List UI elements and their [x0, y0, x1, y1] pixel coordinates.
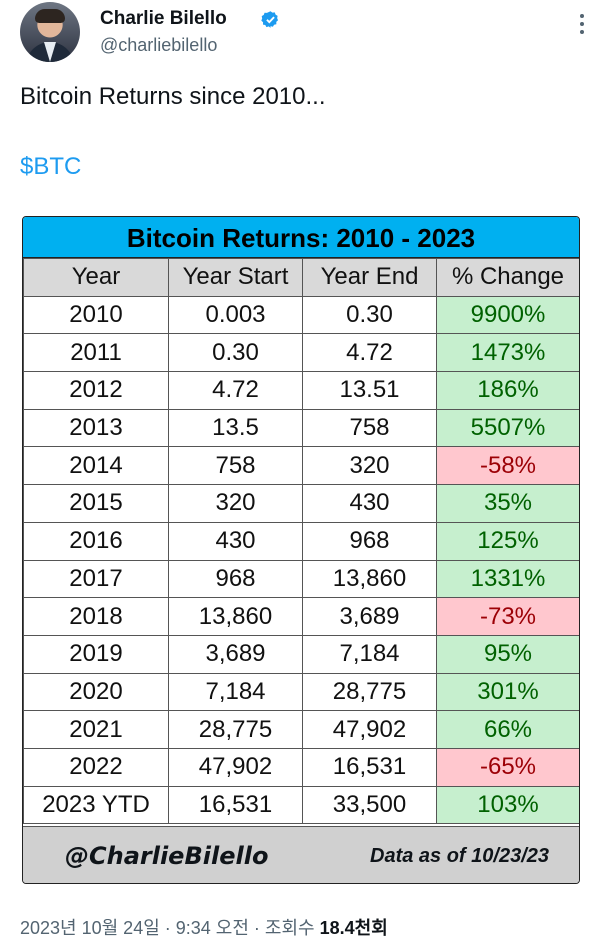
cell-year-start: 968	[168, 559, 303, 599]
cell-year: 2018	[23, 597, 169, 636]
table-row: 2010 0.003 0.30 9900%	[23, 295, 579, 335]
cell-year-start: 13,860	[168, 597, 303, 636]
table-header-row: Year Year Start Year End % Change	[23, 258, 579, 297]
cell-year-start: 16,531	[168, 785, 303, 825]
table-row: 2016 430 968 125%	[23, 521, 579, 561]
cell-year-start: 430	[168, 521, 303, 561]
tweet-meta: 2023년 10월 24일 · 9:34 오전 · 조회수 18.4천회	[20, 914, 388, 940]
cell-year-end: 13.51	[302, 371, 437, 410]
cell-change: 35%	[436, 484, 579, 523]
cell-year: 2021	[23, 710, 169, 749]
cell-change: 1331%	[436, 559, 579, 599]
cell-change: 103%	[436, 785, 579, 825]
author-handle[interactable]: @charliebilello	[100, 35, 218, 55]
cell-year: 2010	[23, 295, 169, 335]
cell-change: -58%	[436, 446, 579, 486]
verified-badge-icon	[261, 11, 279, 28]
header-year-end: Year End	[302, 258, 437, 297]
table-row: 2014 758 320 -58%	[23, 446, 579, 486]
header-year-start: Year Start	[168, 258, 303, 297]
table-title: Bitcoin Returns: 2010 - 2023	[23, 217, 579, 258]
cell-year-end: 4.72	[302, 333, 437, 373]
timestamp[interactable]: 2023년 10월 24일 · 9:34 오전 ·	[20, 918, 265, 938]
cell-year: 2016	[23, 521, 169, 561]
cell-change: 5507%	[436, 408, 579, 448]
table-row: 2023 YTD 16,531 33,500 103%	[23, 785, 579, 825]
cell-year-end: 0.30	[302, 295, 437, 335]
cell-year-end: 13,860	[302, 559, 437, 599]
table-footer: @CharlieBilello Data as of 10/23/23	[23, 826, 579, 883]
cell-year-end: 430	[302, 484, 437, 523]
cell-year-end: 16,531	[302, 747, 437, 787]
cell-change: 1473%	[436, 333, 579, 373]
cell-year-end: 320	[302, 446, 437, 486]
cell-year: 2020	[23, 672, 169, 712]
returns-table: Year Year Start Year End % Change 2010 0.…	[23, 258, 579, 825]
table-row: 2022 47,902 16,531 -65%	[23, 747, 579, 787]
table-row: 2017 968 13,860 1331%	[23, 559, 579, 599]
table-row: 2018 13,860 3,689 -73%	[23, 597, 579, 636]
table-row: 2021 28,775 47,902 66%	[23, 710, 579, 749]
footer-date: Data as of 10/23/23	[370, 845, 549, 867]
cell-change: 66%	[436, 710, 579, 749]
header-year: Year	[23, 258, 169, 297]
cell-change: 186%	[436, 371, 579, 410]
header-change: % Change	[436, 258, 579, 297]
table-row: 2013 13.5 758 5507%	[23, 408, 579, 448]
more-options-icon[interactable]	[579, 14, 585, 36]
cell-year-end: 3,689	[302, 597, 437, 636]
cell-change: 301%	[436, 672, 579, 712]
views-count: 18.4천회	[319, 918, 388, 938]
cell-year-end: 7,184	[302, 634, 437, 674]
cell-year-start: 47,902	[168, 747, 303, 787]
cell-year-start: 0.30	[168, 333, 303, 373]
cell-year-start: 3,689	[168, 634, 303, 674]
cell-year-end: 47,902	[302, 710, 437, 749]
cell-year: 2017	[23, 559, 169, 599]
tweet-header: Charlie Bilello @charliebilello	[20, 2, 585, 72]
cell-year: 2023 YTD	[23, 785, 169, 825]
cell-year-start: 0.003	[168, 295, 303, 335]
cashtag-link[interactable]: $BTC	[20, 153, 82, 180]
tweet-text: Bitcoin Returns since 2010...	[20, 83, 326, 110]
cell-year-start: 4.72	[168, 371, 303, 410]
cell-year-end: 33,500	[302, 785, 437, 825]
cell-change: 125%	[436, 521, 579, 561]
cell-year-end: 968	[302, 521, 437, 561]
cell-change: 9900%	[436, 295, 579, 335]
cell-year-start: 758	[168, 446, 303, 486]
table-row: 2019 3,689 7,184 95%	[23, 634, 579, 674]
cell-year-start: 28,775	[168, 710, 303, 749]
cell-year-start: 320	[168, 484, 303, 523]
cell-year-end: 28,775	[302, 672, 437, 712]
cell-year: 2011	[23, 333, 169, 373]
table-row: 2012 4.72 13.51 186%	[23, 371, 579, 410]
attached-image-table[interactable]: Bitcoin Returns: 2010 - 2023 Year Year S…	[22, 216, 580, 884]
cell-change: 95%	[436, 634, 579, 674]
cell-year: 2014	[23, 446, 169, 486]
footer-handle: @CharlieBilello	[65, 842, 269, 870]
cell-year-end: 758	[302, 408, 437, 448]
table-row: 2011 0.30 4.72 1473%	[23, 333, 579, 373]
cell-year: 2012	[23, 371, 169, 410]
cell-year: 2015	[23, 484, 169, 523]
author-name[interactable]: Charlie Bilello	[100, 8, 227, 29]
cell-change: -65%	[436, 747, 579, 787]
cell-year: 2013	[23, 408, 169, 448]
cell-year: 2022	[23, 747, 169, 787]
views-label: 조회수	[264, 918, 320, 938]
avatar[interactable]	[20, 2, 80, 62]
cell-year: 2019	[23, 634, 169, 674]
cell-year-start: 13.5	[168, 408, 303, 448]
table-row: 2020 7,184 28,775 301%	[23, 672, 579, 712]
table-row: 2015 320 430 35%	[23, 484, 579, 523]
cell-change: -73%	[436, 597, 579, 636]
cell-year-start: 7,184	[168, 672, 303, 712]
